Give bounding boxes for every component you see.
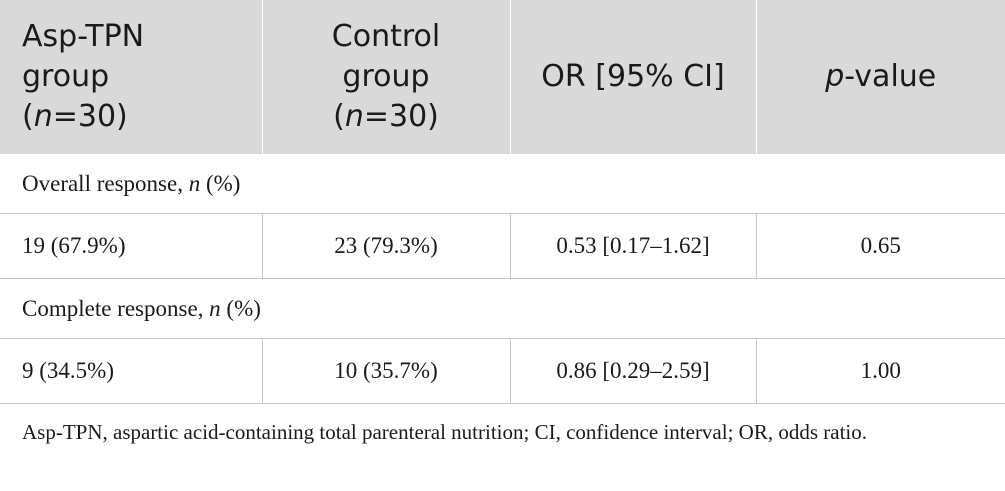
section-label-suffix: (%) <box>200 170 241 196</box>
header-p-rest: -value <box>844 59 937 94</box>
section-label-text: Overall response, <box>22 170 189 196</box>
cell-control: 10 (35.7%) <box>261 338 510 404</box>
header-control-line2: group <box>342 59 430 94</box>
table-header: Asp-TPN group (n=30) Control group (n=30… <box>0 0 1005 154</box>
header-p-italic: p <box>825 59 845 94</box>
section-label-suffix: (%) <box>220 295 261 321</box>
cell-asp-tpn: 9 (34.5%) <box>0 338 262 404</box>
table-row-overall-response: 19 (67.9%) 23 (79.3%) 0.53 [0.17–1.62] 0… <box>0 213 1005 279</box>
header-control-n-label: n <box>344 99 364 134</box>
table-footnote: Asp-TPN, aspartic acid-containing total … <box>22 420 868 444</box>
header-control-n-value: =30) <box>363 99 439 134</box>
header-control-line1: Control <box>331 19 441 54</box>
header-asp-tpn-n-label: n <box>33 99 53 134</box>
table-row-complete-response: 9 (34.5%) 10 (35.7%) 0.86 [0.29–2.59] 1.… <box>0 338 1005 404</box>
header-asp-tpn-line2: group <box>22 59 110 94</box>
header-asp-tpn-line1: Asp-TPN <box>22 19 145 54</box>
cell-control: 23 (79.3%) <box>261 213 510 279</box>
section-label-n: n <box>188 170 201 196</box>
table-body: Overall response, n (%) 19 (67.9%) 23 (7… <box>0 154 1005 404</box>
section-label-overall-response: Overall response, n (%) <box>0 154 1005 214</box>
results-table: Asp-TPN group (n=30) Control group (n=30… <box>0 0 1005 404</box>
section-label-n: n <box>209 295 221 321</box>
header-asp-tpn-group: Asp-TPN group (n=30) <box>0 0 262 154</box>
cell-asp-tpn: 19 (67.9%) <box>0 213 262 279</box>
header-row: Asp-TPN group (n=30) Control group (n=30… <box>0 0 1005 154</box>
section-label-text: Complete response, <box>22 295 210 321</box>
cell-or-ci: 0.53 [0.17–1.62] <box>509 213 756 279</box>
cell-p-value: 0.65 <box>755 213 1005 279</box>
header-or-ci-text: OR [95% CI] <box>541 59 725 94</box>
header-p-value: p-value <box>755 0 1005 154</box>
header-or-ci: OR [95% CI] <box>509 0 756 154</box>
header-asp-tpn-n-value: =30) <box>52 99 128 134</box>
header-control-group: Control group (n=30) <box>261 0 510 154</box>
section-row-overall-response: Overall response, n (%) <box>0 154 1005 214</box>
section-label-complete-response: Complete response, n (%) <box>0 278 1005 339</box>
cell-or-ci: 0.86 [0.29–2.59] <box>509 338 756 404</box>
section-row-complete-response: Complete response, n (%) <box>0 278 1005 339</box>
cell-p-value: 1.00 <box>755 338 1005 404</box>
